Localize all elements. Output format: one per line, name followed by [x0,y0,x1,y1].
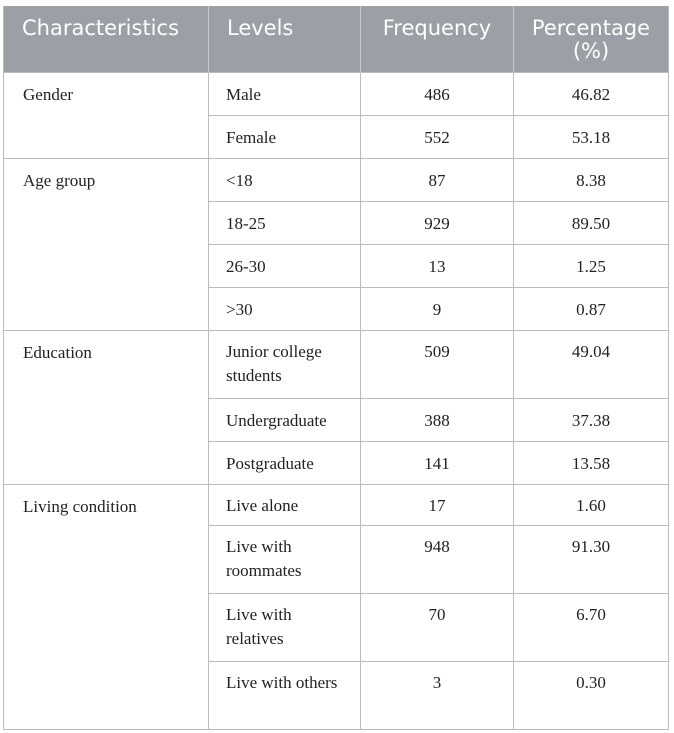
table-header: Characteristics Levels Frequency Percent… [3,6,669,73]
frequency-cell: 3 [360,661,514,730]
header-characteristics: Characteristics [3,6,209,73]
table-row: Postgraduate 141 13.58 [4,441,669,485]
level-cell: Live alone [208,484,361,526]
percentage-cell: 0.87 [513,287,669,331]
percentage-cell: 6.70 [513,593,669,662]
table-row: Age group <18 87 8.38 [3,158,669,331]
table-row: Live with roommates 948 91.30 [4,525,669,594]
frequency-cell: 552 [360,115,514,159]
level-cell: >30 [208,287,361,331]
level-cell: Male [208,72,361,116]
level-cell: Female [208,115,361,159]
frequency-cell: 13 [360,244,514,288]
level-cell: 18-25 [208,201,361,245]
frequency-cell: 9 [360,287,514,331]
frequency-cell: 948 [360,525,514,594]
percentage-cell: 89.50 [513,201,669,245]
level-cell: Live with others [208,661,361,730]
percentage-cell: 0.30 [513,661,669,730]
frequency-cell: 141 [360,441,514,485]
level-cell: Live with relatives [208,593,361,662]
header-percentage-line1: Percentage [531,16,651,40]
table-row: Education Junior college students 509 49… [3,330,669,485]
table-row: Living condition Live alone 17 1.60 [3,484,669,730]
table-row: Gender Male 486 46.82 [3,72,669,159]
header-percentage: Percentage (%) [513,6,669,73]
characteristic-cell: Living condition [3,484,209,730]
level-cell: Postgraduate [208,441,361,485]
demographics-table-container: Characteristics Levels Frequency Percent… [3,6,669,730]
characteristic-cell: Age group [3,158,209,331]
percentage-cell: 1.60 [513,484,669,526]
percentage-cell: 37.38 [513,398,669,442]
frequency-cell: 87 [360,158,514,202]
frequency-cell: 929 [360,201,514,245]
level-cell: <18 [208,158,361,202]
characteristic-cell: Gender [3,72,209,159]
frequency-cell: 70 [360,593,514,662]
level-cell: Undergraduate [208,398,361,442]
level-cell: 26-30 [208,244,361,288]
table-row: 26-30 13 1.25 [4,244,669,288]
table-row: Female 552 53.18 [4,115,669,159]
percentage-cell: 46.82 [513,72,669,116]
header-frequency-label: Frequency [382,16,492,40]
frequency-cell: 486 [360,72,514,116]
percentage-cell: 8.38 [513,158,669,202]
percentage-cell: 49.04 [513,330,669,399]
table-row: 18-25 929 89.50 [4,201,669,245]
header-row: Characteristics Levels Frequency Percent… [3,6,669,73]
level-cell: Junior college students [208,330,361,399]
table-row: >30 9 0.87 [4,287,669,331]
header-frequency: Frequency [360,6,514,73]
frequency-cell: 509 [360,330,514,399]
percentage-cell: 13.58 [513,441,669,485]
percentage-cell: 53.18 [513,115,669,159]
characteristic-cell: Education [3,330,209,485]
table-row: Live with others 3 0.30 [4,661,669,730]
header-characteristics-label: Characteristics [22,16,180,40]
header-percentage-label: Percentage (%) [524,6,658,63]
header-levels-label: Levels [227,16,294,40]
level-cell: Live with roommates [208,525,361,594]
frequency-cell: 388 [360,398,514,442]
demographics-table: Characteristics Levels Frequency Percent… [3,6,669,730]
header-percentage-line2: (%) [572,39,610,63]
frequency-cell: 17 [360,484,514,526]
header-levels: Levels [208,6,361,73]
table-body: Gender Male 486 46.82 Female 552 53.18 A… [3,72,669,730]
percentage-cell: 1.25 [513,244,669,288]
percentage-cell: 91.30 [513,525,669,594]
